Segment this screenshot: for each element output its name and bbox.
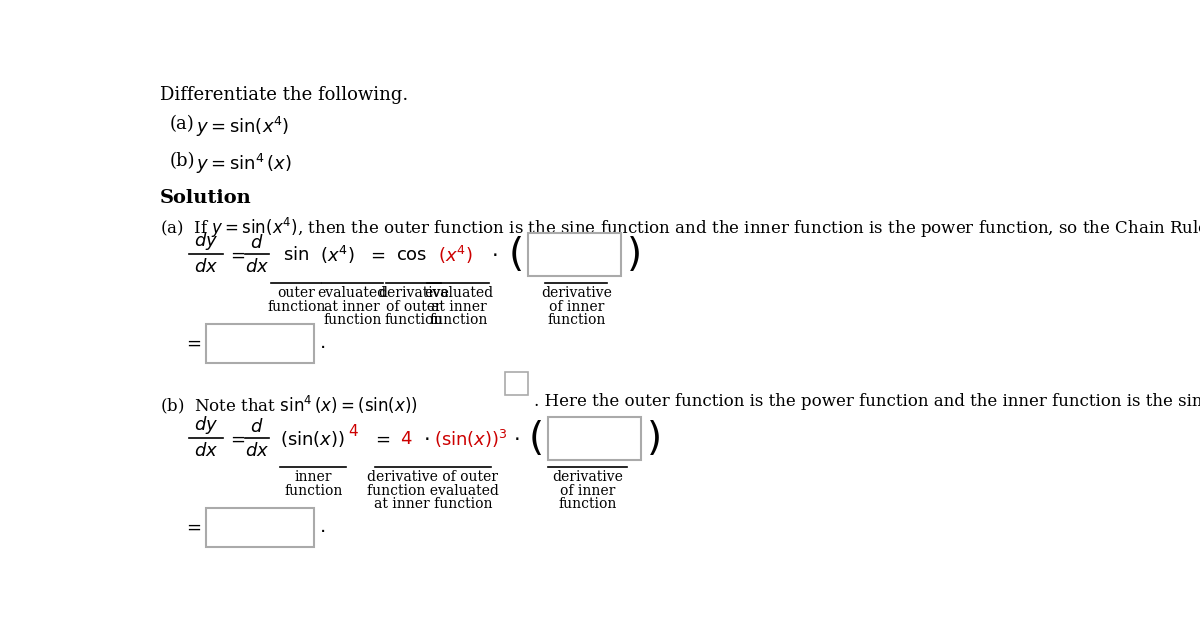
Text: (b): (b) — [169, 152, 194, 170]
Text: $dx$: $dx$ — [245, 442, 269, 460]
Text: $(\sin(x))^3$: $(\sin(x))^3$ — [434, 428, 508, 450]
Text: $\cdot$: $\cdot$ — [512, 430, 518, 448]
Text: outer: outer — [277, 286, 316, 299]
Bar — [528, 233, 622, 277]
Text: $($: $($ — [508, 235, 522, 274]
Text: at inner: at inner — [431, 299, 486, 313]
Text: derivative: derivative — [541, 286, 612, 299]
Text: $4$: $4$ — [400, 430, 412, 448]
Text: $(x^4)$: $(x^4)$ — [320, 244, 355, 266]
Text: of inner: of inner — [548, 299, 604, 313]
Text: function: function — [430, 313, 487, 328]
Text: (b)  Note that $\sin^4(x) = (\sin(x))$: (b) Note that $\sin^4(x) = (\sin(x))$ — [160, 394, 418, 416]
Text: function evaluated: function evaluated — [367, 484, 499, 498]
Text: Differentiate the following.: Differentiate the following. — [160, 86, 408, 104]
Bar — [206, 324, 314, 363]
Text: (a)  If $y = \sin(x^4)$, then the outer function is the sine function and the in: (a) If $y = \sin(x^4)$, then the outer f… — [160, 216, 1200, 240]
Text: $dx$: $dx$ — [193, 258, 218, 276]
Text: $\sin$: $\sin$ — [282, 246, 308, 264]
Text: (a): (a) — [169, 114, 194, 133]
Text: derivative: derivative — [378, 286, 449, 299]
Text: $(\sin(x))$: $(\sin(x))$ — [281, 429, 346, 449]
Text: $4$: $4$ — [348, 423, 359, 439]
Text: $(x^4)$: $(x^4)$ — [438, 244, 473, 266]
Text: $=$: $=$ — [184, 333, 202, 352]
Text: $=$: $=$ — [367, 246, 385, 264]
Text: $.$: $.$ — [319, 333, 325, 352]
Text: $.$: $.$ — [319, 518, 325, 536]
Bar — [505, 372, 528, 395]
Text: Solution: Solution — [160, 189, 252, 207]
Text: $=$: $=$ — [228, 246, 246, 264]
Text: . Here the outer function is the power function and the inner function is the si: . Here the outer function is the power f… — [534, 394, 1200, 411]
Text: $dx$: $dx$ — [193, 442, 218, 460]
Text: of inner: of inner — [560, 484, 616, 498]
Text: function: function — [384, 313, 443, 328]
Text: $)$: $)$ — [626, 235, 640, 274]
Text: evaluated: evaluated — [424, 286, 493, 299]
Text: $d$: $d$ — [250, 234, 264, 252]
Bar — [206, 508, 314, 547]
Text: function: function — [323, 313, 382, 328]
Text: evaluated: evaluated — [318, 286, 386, 299]
Bar — [548, 418, 641, 460]
Text: $dx$: $dx$ — [245, 258, 269, 276]
Text: derivative of outer: derivative of outer — [367, 470, 498, 484]
Text: $y = \sin^4(x)$: $y = \sin^4(x)$ — [197, 152, 293, 176]
Text: $\cdot$: $\cdot$ — [491, 245, 497, 264]
Text: function: function — [547, 313, 606, 328]
Text: function: function — [268, 299, 325, 313]
Text: $)$: $)$ — [646, 420, 660, 459]
Text: $y = \sin(x^4)$: $y = \sin(x^4)$ — [197, 114, 290, 139]
Text: $\cos$: $\cos$ — [396, 246, 427, 264]
Text: $dy$: $dy$ — [193, 230, 218, 252]
Text: $($: $($ — [528, 420, 542, 459]
Text: of outer: of outer — [385, 299, 442, 313]
Text: function: function — [284, 484, 343, 498]
Text: $=$: $=$ — [228, 430, 246, 448]
Text: $\cdot$: $\cdot$ — [422, 430, 430, 448]
Text: at inner: at inner — [324, 299, 380, 313]
Text: $d$: $d$ — [250, 418, 264, 436]
Text: $dy$: $dy$ — [193, 414, 218, 436]
Text: inner: inner — [295, 470, 332, 484]
Text: at inner function: at inner function — [373, 498, 492, 511]
Text: $=$: $=$ — [184, 518, 202, 536]
Text: $=$: $=$ — [372, 430, 390, 448]
Text: derivative: derivative — [552, 470, 623, 484]
Text: function: function — [559, 498, 617, 511]
